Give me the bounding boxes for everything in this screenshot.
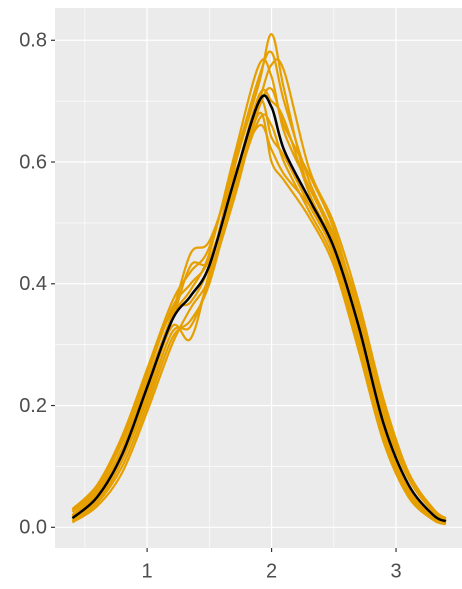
density-line [71,98,447,525]
density-line [71,111,447,526]
y-tick-label: 0.2 [19,395,47,417]
density-line [71,58,447,520]
y-tick-label: 0.8 [19,30,47,52]
y-tick-label: 0.4 [19,273,47,295]
x-tick-label: 1 [142,560,153,582]
y-tick-label: 0.0 [19,517,47,539]
x-tick-label: 2 [266,560,277,582]
density-line [71,94,447,523]
x-tick-label: 3 [390,560,401,582]
y-tick-label: 0.6 [19,151,47,173]
